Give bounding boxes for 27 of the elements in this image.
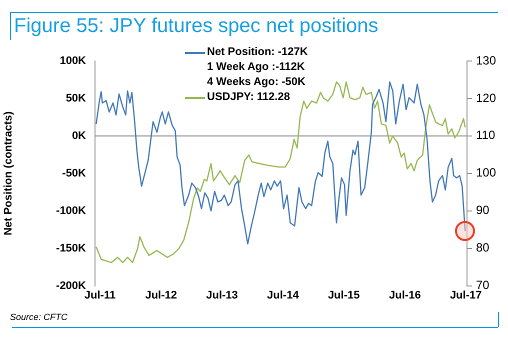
y-tick-label: 0K <box>72 130 86 142</box>
x-tick-label: Jul-14 <box>267 289 300 302</box>
chart-title: Figure 55: JPY futures spec net positions <box>14 15 378 38</box>
y-tick-label: -150K <box>56 242 86 254</box>
y-axis-title: Net Position (contracts) <box>2 111 15 236</box>
x-tick-label: Jul-17 <box>450 289 482 302</box>
y-tick-label: -200K <box>56 280 86 292</box>
y-tick-label: -100K <box>56 204 86 217</box>
x-tick-label: Jul-12 <box>145 289 177 302</box>
source-note: Source: CFTC <box>10 312 68 322</box>
legend-label: USDJPY: 112.28 <box>207 90 290 105</box>
y-tick-label: 100K <box>60 55 86 68</box>
annotation: 4 Weeks Ago: -50K <box>207 75 306 90</box>
x-tick-label: Jul-15 <box>328 289 360 302</box>
annotation: 1 Week Ago :-112K <box>207 60 305 75</box>
x-tick-label: Jul-16 <box>389 289 421 302</box>
y2-tick-label: 100 <box>476 166 496 180</box>
y2-tick-label: 90 <box>476 203 490 218</box>
y-tick-label: 50K <box>66 92 86 104</box>
y2-tick-label: 80 <box>476 240 490 255</box>
y2-tick-label: 110 <box>476 128 496 142</box>
x-tick-label: Jul-11 <box>84 289 116 302</box>
y2-tick-label: 130 <box>476 53 496 68</box>
x-tick-label: Jul-13 <box>206 289 238 302</box>
y2-tick-label: 120 <box>476 90 496 105</box>
y-tick-label: -50K <box>62 167 86 180</box>
legend-label: Net Position: -127K <box>207 45 308 60</box>
